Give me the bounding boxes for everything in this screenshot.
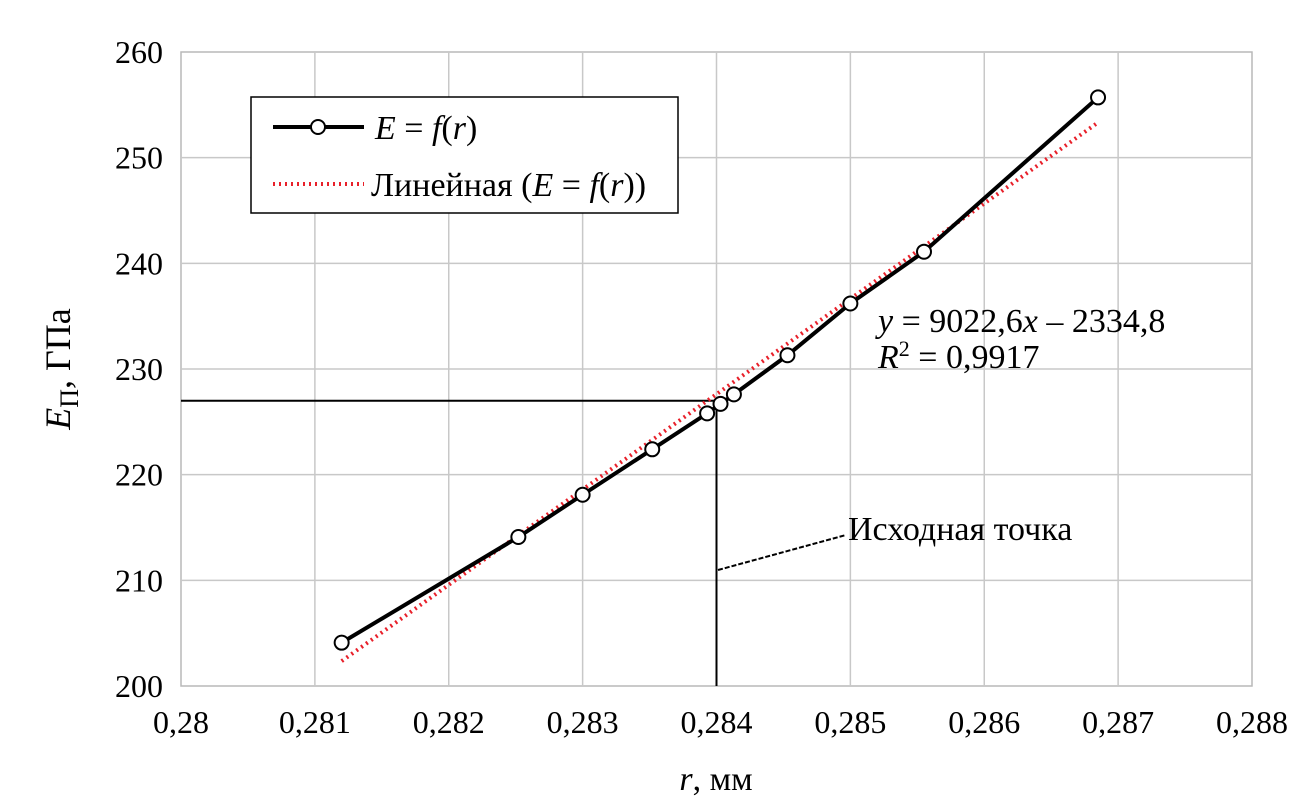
y-axis-ticks: 200 210 220 230 240 250 260 bbox=[115, 34, 163, 704]
y-tick-label: 210 bbox=[115, 562, 163, 598]
x-tick-label: 0,288 bbox=[1216, 704, 1288, 740]
legend: E = f(r) Линейная (E = f(r)) bbox=[250, 96, 679, 214]
x-tick-label: 0,285 bbox=[814, 704, 886, 740]
data-point bbox=[644, 441, 661, 458]
data-point bbox=[725, 386, 742, 403]
y-tick-label: 220 bbox=[115, 457, 163, 493]
source-point-callout-line bbox=[717, 534, 847, 571]
x-axis-label: r, мм bbox=[679, 761, 752, 798]
legend-trendline-label: Линейная (E = f(r)) bbox=[371, 167, 646, 204]
data-point bbox=[842, 295, 859, 312]
data-point bbox=[699, 405, 716, 422]
x-tick-label: 0,282 bbox=[413, 704, 485, 740]
x-tick-label: 0,281 bbox=[279, 704, 351, 740]
legend-box bbox=[250, 96, 679, 214]
y-tick-label: 230 bbox=[115, 351, 163, 387]
y-axis-label: EП, ГПа bbox=[38, 308, 84, 431]
y-tick-label: 240 bbox=[115, 245, 163, 281]
legend-series-label: E = f(r) bbox=[374, 110, 477, 147]
data-point bbox=[1090, 89, 1107, 106]
source-point-guides bbox=[181, 399, 718, 686]
data-point bbox=[574, 486, 591, 503]
x-tick-label: 0,287 bbox=[1082, 704, 1154, 740]
x-axis-ticks: 0,28 0,281 0,282 0,283 0,284 0,285 0,286 0,287 0… bbox=[153, 704, 1288, 740]
y-tick-label: 250 bbox=[115, 140, 163, 176]
x-tick-label: 0,283 bbox=[547, 704, 619, 740]
x-tick-label: 0,284 bbox=[681, 704, 753, 740]
x-tick-label: 0,28 bbox=[153, 704, 209, 740]
data-point bbox=[510, 529, 527, 546]
data-point bbox=[916, 243, 933, 260]
data-point bbox=[333, 634, 350, 651]
y-tick-label: 260 bbox=[115, 34, 163, 70]
data-point bbox=[779, 347, 796, 364]
series-markers bbox=[333, 89, 1107, 651]
source-point-label: Исходная точка bbox=[848, 511, 1072, 548]
legend-series-marker-swatch bbox=[310, 119, 326, 135]
y-tick-label: 200 bbox=[115, 668, 163, 704]
x-tick-label: 0,286 bbox=[948, 704, 1020, 740]
trendline-equation: y = 9022,6x – 2334,8 bbox=[875, 303, 1165, 340]
r-squared: R2 = 0,9917 bbox=[877, 336, 1039, 377]
data-point bbox=[712, 395, 729, 412]
